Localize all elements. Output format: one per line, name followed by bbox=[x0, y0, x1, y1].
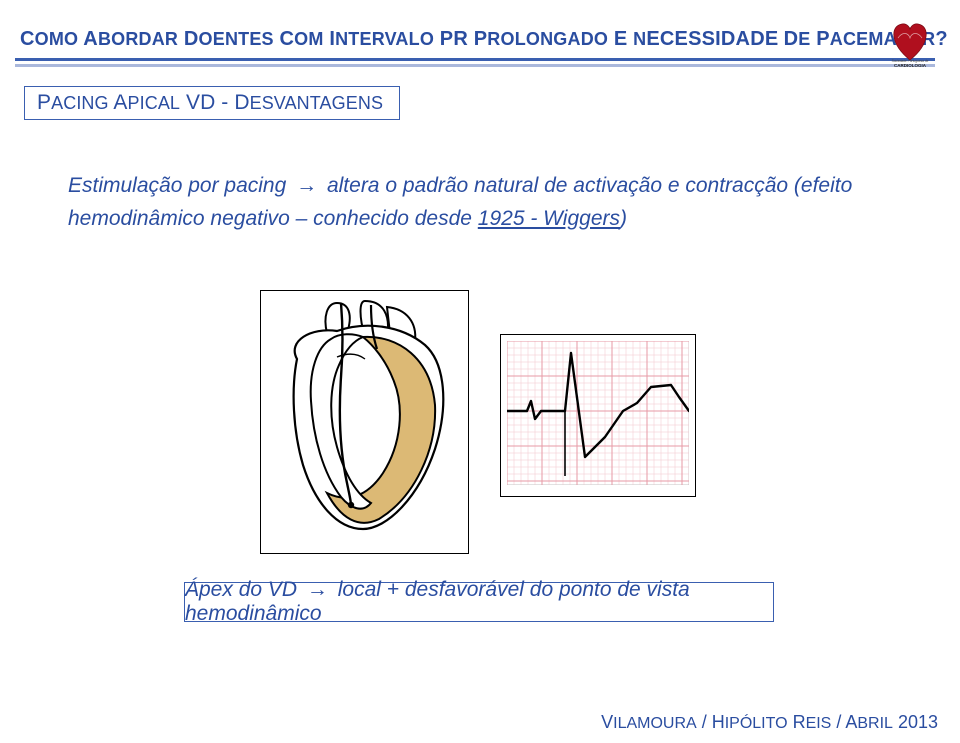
body-text: Estimulação por pacing → altera o padrão… bbox=[68, 170, 900, 235]
slide: COMO ABORDAR DOENTES COM INTERVALO PR PR… bbox=[0, 0, 960, 743]
header: COMO ABORDAR DOENTES COM INTERVALO PR PR… bbox=[0, 10, 960, 90]
title-underline bbox=[0, 58, 960, 72]
callout-text: Ápex do VD → local + desfavorável do pon… bbox=[185, 578, 773, 626]
spc-logo: Sociedade Portuguesa de CARDIOLOGIA bbox=[882, 12, 938, 68]
logo-bottom-label: CARDIOLOGIA bbox=[894, 63, 927, 68]
footer-text: VILAMOURA / HIPÓLITO REIS / ABRIL 2013 bbox=[601, 712, 938, 733]
section-box: PACING APICAL VD - DESVANTAGENS bbox=[24, 86, 400, 120]
paced-qrs-ecg bbox=[507, 341, 689, 485]
callout-box: Ápex do VD → local + desfavorável do pon… bbox=[184, 582, 774, 622]
heart-rv-apex-diagram bbox=[267, 297, 462, 542]
section-title: PACING APICAL VD - DESVANTAGENS bbox=[37, 91, 383, 115]
heart-figure-frame bbox=[260, 290, 469, 554]
slide-title: COMO ABORDAR DOENTES COM INTERVALO PR PR… bbox=[20, 28, 948, 51]
figures-row bbox=[0, 290, 960, 550]
ecg-figure-frame bbox=[500, 334, 696, 497]
